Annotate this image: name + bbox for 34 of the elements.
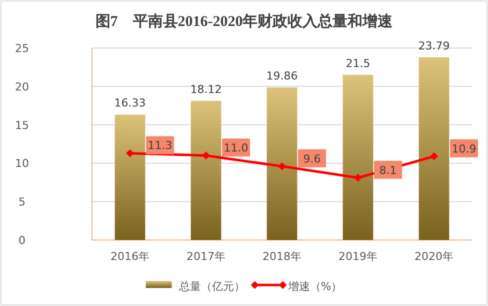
x-tick-label: 2017年 <box>186 250 226 263</box>
y-tick-label: 25 <box>15 42 29 55</box>
y-tick-label: 5 <box>18 196 26 209</box>
x-tick-label: 2020年 <box>414 250 454 263</box>
y-tick-label: 0 <box>18 234 26 247</box>
data-label: 21.5 <box>346 56 370 70</box>
bar <box>114 114 146 240</box>
bar <box>266 87 298 240</box>
y-tick-label: 20 <box>15 80 29 94</box>
y-tick-label: 10 <box>15 157 29 170</box>
point <box>278 162 286 170</box>
data-label: 11.3 <box>148 139 172 152</box>
point <box>126 149 134 158</box>
point <box>202 152 210 160</box>
data-label: 8.1 <box>379 164 397 177</box>
data-label: 19.86 <box>266 69 298 82</box>
data-label: 18.12 <box>190 82 222 96</box>
x-tick-label: 2016年 <box>110 250 150 263</box>
y-tick-label: 15 <box>15 118 29 132</box>
legend-label: 增速（%） <box>286 280 342 293</box>
data-label: 9.6 <box>303 152 321 166</box>
x-tick-label: 2019年 <box>338 250 378 263</box>
bar <box>418 57 450 240</box>
point <box>354 174 362 182</box>
bar <box>342 74 374 240</box>
point <box>430 152 438 160</box>
legend-label: 总量（亿元） <box>178 280 245 293</box>
data-label: 10.9 <box>452 142 476 156</box>
bar <box>190 100 222 240</box>
data-label: 16.33 <box>114 96 146 110</box>
data-label: 11.0 <box>224 142 248 155</box>
chart-title: 图7 平南县2016-2020年财政收入总量和增速 <box>95 13 394 30</box>
x-tick-label: 2018年 <box>262 250 302 263</box>
data-label: 23.79 <box>418 39 450 52</box>
